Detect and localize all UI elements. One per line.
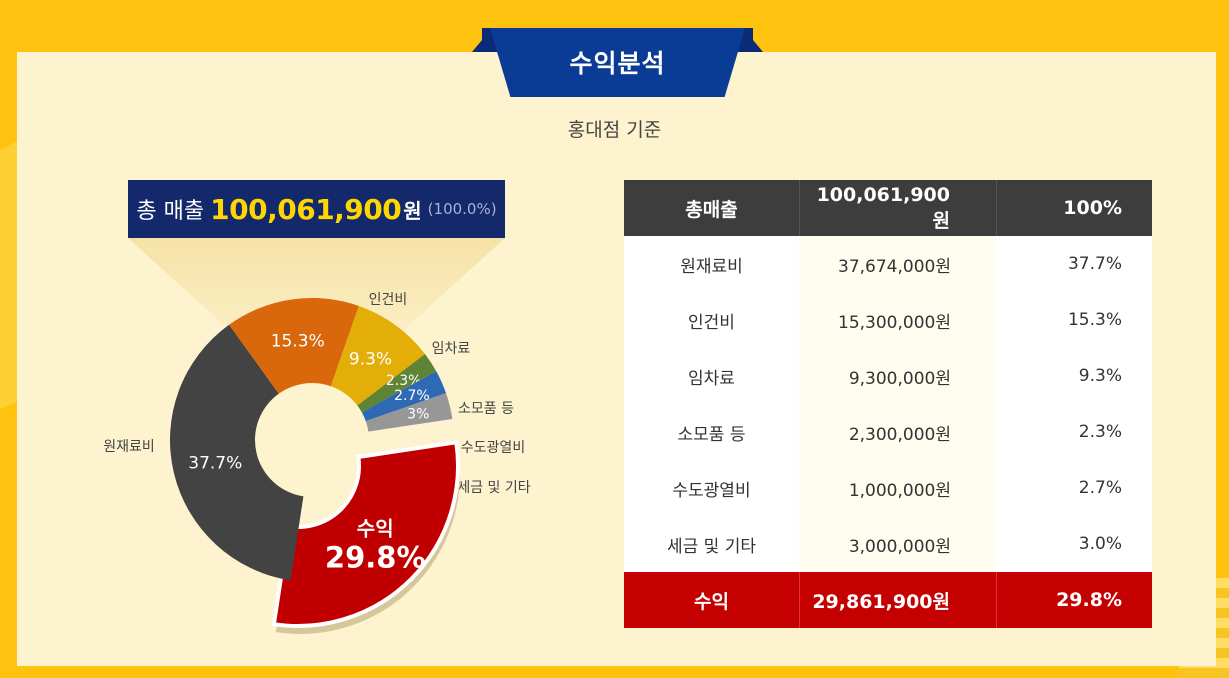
slice-value-label: 9.3%: [349, 349, 392, 369]
row-amount: 1,000,000원: [799, 460, 997, 516]
slice-category-label: 세금 및 기타: [457, 480, 530, 496]
row-amount: 3,000,000원: [799, 516, 997, 572]
pie-slice: [271, 440, 460, 628]
page-title: 수익분석: [569, 49, 666, 78]
header-item: 총매출: [685, 198, 738, 221]
slice-label: 수익: [357, 516, 394, 540]
row-amount: 15,300,000원: [799, 292, 997, 348]
row-item: 세금 및 기타: [666, 536, 756, 557]
table-row: 소모품 등 2,300,000원 2.3%: [624, 404, 1152, 460]
slice-category-label: 소모품 등: [458, 401, 514, 417]
pie-slice: [330, 305, 425, 406]
row-item: 인건비: [688, 312, 735, 333]
header-percent: 100%: [1063, 197, 1122, 219]
row-item: 수도광열비: [672, 480, 751, 501]
row-amount: 37,674,000원: [799, 236, 997, 292]
title-tab: 수익분석: [472, 28, 763, 97]
page-subtitle: 홍대점 기준: [567, 119, 662, 141]
row-amount: 2,300,000원: [799, 404, 997, 460]
table-footer-row: 수익 29,861,900원 29.8%: [624, 572, 1152, 628]
row-item: 원재료비: [680, 256, 743, 277]
slice-category-label: 수도광열비: [461, 440, 525, 456]
pie-slice: [361, 371, 447, 422]
slice-value-label: 3%: [407, 407, 429, 423]
slice-value-label: 37.7%: [188, 453, 242, 473]
total-sales-value: 100,061,900: [210, 192, 402, 226]
pie-slice: [170, 324, 304, 581]
total-sales-percent: (100.0%): [427, 200, 497, 218]
row-amount: 9,300,000원: [799, 348, 997, 404]
row-item: 소모품 등: [677, 424, 746, 445]
footer-amount: 29,861,900원: [799, 572, 997, 628]
slice-category-label: 인건비: [369, 292, 408, 308]
footer-item: 수익: [694, 590, 729, 613]
table-row: 세금 및 기타 3,000,000원 3.0%: [624, 516, 1152, 572]
table-row: 임차료 9,300,000원 9.3%: [624, 348, 1152, 404]
pie-slice: [357, 353, 437, 413]
row-item: 임차료: [688, 368, 735, 389]
row-percent: 2.3%: [1078, 422, 1122, 442]
total-sales-label: 총 매출: [136, 199, 205, 224]
row-percent: 37.7%: [1067, 254, 1122, 274]
slice-value-label: 15.3%: [271, 332, 325, 352]
total-sales-box: 총 매출 100,061,900 원 (100.0%): [128, 180, 505, 238]
row-percent: 9.3%: [1078, 366, 1122, 386]
table-row: 원재료비 37,674,000원 37.7%: [624, 236, 1152, 292]
row-percent: 15.3%: [1067, 310, 1122, 330]
table-header-row: 총매출 100,061,900원 100%: [624, 180, 1152, 236]
slice-value-label: 29.8%: [325, 540, 426, 574]
header-amount: 100,061,900원: [799, 180, 997, 236]
slice-category-label: 임차료: [432, 341, 471, 357]
pie-slice: [229, 298, 359, 394]
revenue-table: 총매출 100,061,900원 100% 원재료비 37,674,000원 37.…: [624, 180, 1152, 628]
tab-shape: [490, 28, 745, 97]
row-percent: 2.7%: [1078, 478, 1122, 498]
pie-slice: [365, 393, 453, 432]
slice-category-label: 원재료비: [103, 439, 155, 455]
footer-percent: 29.8%: [1056, 589, 1122, 611]
slice-value-label: 2.7%: [394, 388, 430, 404]
total-sales-unit: 원: [403, 198, 422, 223]
row-percent: 3.0%: [1078, 534, 1122, 554]
table-row: 수도광열비 1,000,000원 2.7%: [624, 460, 1152, 516]
table-row: 인건비 15,300,000원 15.3%: [624, 292, 1152, 348]
